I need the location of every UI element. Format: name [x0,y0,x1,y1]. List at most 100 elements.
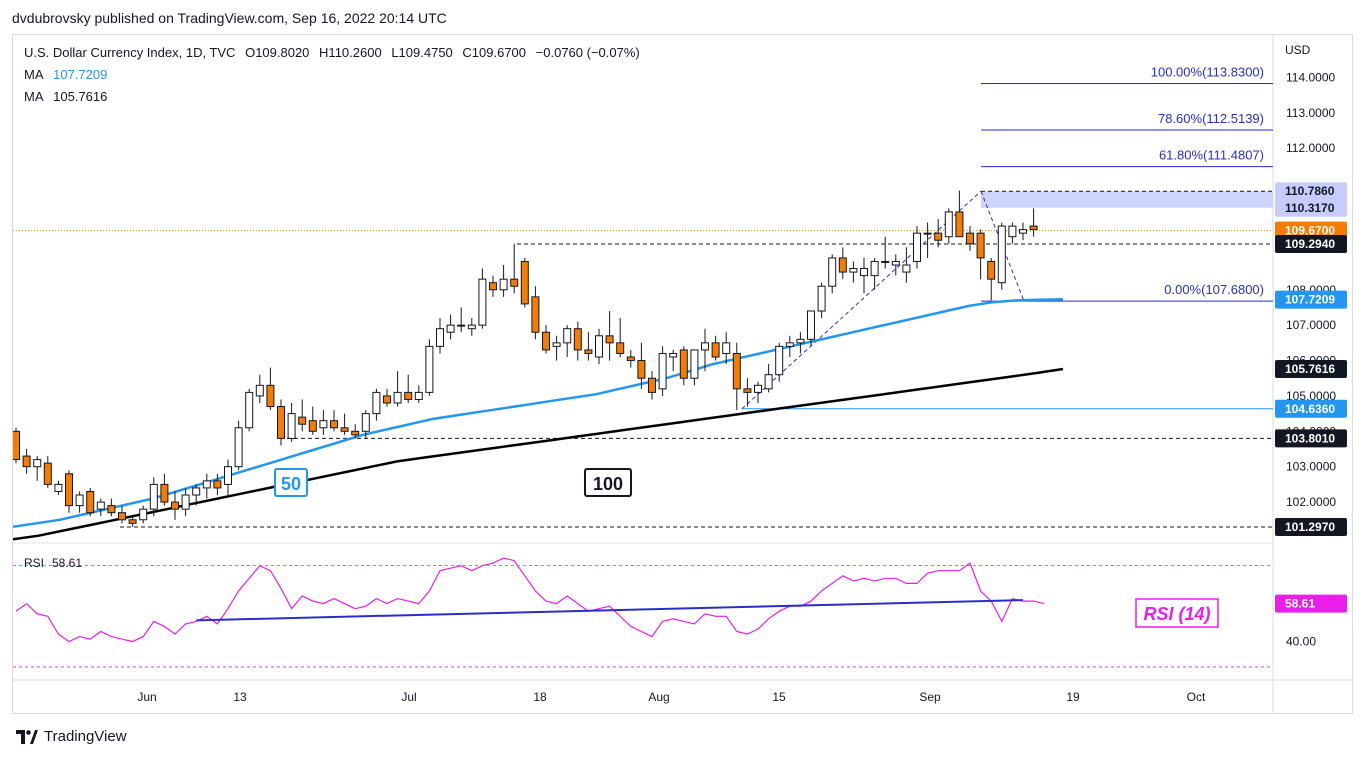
candle-body [807,310,815,340]
candle-body [224,466,232,485]
candle-body [54,483,63,492]
candle-body [234,427,243,468]
candle-body [891,260,900,266]
candle-body [287,413,296,439]
candle-body [96,501,105,510]
candle-body [139,508,148,521]
price-tag-bg [1275,234,1347,253]
ma100-line [13,367,1064,541]
candle-body [1029,225,1038,231]
candle-body [913,232,921,262]
rsi-line [15,557,1045,643]
candle-body [1019,229,1027,234]
candle-body [764,374,773,390]
ma100-legend[interactable]: MA 105.7616 [24,89,113,104]
ma100-legend-value: 105.7616 [53,89,108,104]
candle-body [966,232,974,245]
candle-body [563,328,572,344]
candle-body [754,384,762,393]
price-tag: 110.7860 [1285,184,1335,198]
trend-line-up [741,190,982,410]
ohlc-low: L109.4750 [391,45,453,60]
candle-body [436,328,444,347]
fib-786-label: 78.60%(112.5139) [1158,111,1264,126]
candle-body [595,335,603,358]
price-tag-bg [1275,198,1347,217]
candle-body [75,494,84,507]
symbol-name: U.S. Dollar Currency Index, 1D, TVC [24,45,236,60]
candle-body [425,345,434,393]
candle-body [404,391,413,400]
candle-body [128,519,137,524]
y-tick-label: 113.0000 [1286,106,1335,120]
candle-body [499,278,508,291]
candle-body [743,388,752,393]
ma50-tag-box [274,468,308,497]
candle-body [13,430,20,461]
candle-body [870,260,879,277]
fib-0-label: 0.00%(107.6800) [1164,282,1264,297]
candle-body [22,455,31,468]
candle-body [881,260,890,263]
y-tick-label: 105.0000 [1286,389,1336,403]
candle-body [679,349,688,379]
candle-body [987,260,996,280]
ma50-legend-value: 107.7209 [53,67,108,82]
candle-body [160,483,169,503]
rsi-title-box [1135,598,1219,628]
candle-body [478,278,487,326]
ohlc-change: −0.0760 (−0.07%) [535,45,640,60]
candle-body [277,406,285,439]
x-tick-label: Jun [137,690,156,704]
tradingview-logo[interactable]: TradingView [16,728,127,745]
candle-body [997,225,1006,284]
candle-body [796,338,805,344]
fib-100-label: 100.00%(113.8300) [1151,64,1264,79]
x-tick-label: Aug [648,690,669,704]
candle-body [510,278,519,287]
candle-body [86,490,95,514]
price-tag: 105.7616 [1285,362,1335,376]
candle-body [838,257,847,273]
tradingview-brand: TradingView [44,728,127,745]
ohlc-open: O109.8020 [245,45,310,60]
candle-body [171,501,179,510]
candle-body [976,232,985,259]
rsi-title: RSI (14) [1143,604,1210,624]
price-tag-bg [1275,182,1347,201]
candle-body [701,342,709,351]
candle-body [531,296,540,333]
candle-body [118,512,126,521]
x-tick-label: 19 [1066,690,1080,704]
candle-body [149,483,158,510]
candle-body [202,480,211,489]
x-tick-label: 13 [233,690,247,704]
candle-body [573,328,582,351]
price-tag: 107.7209 [1285,293,1335,307]
candle-body [817,285,826,312]
candle-body [711,342,720,358]
x-tick-label: 18 [533,690,547,704]
ma50-legend[interactable]: MA 107.7209 [24,67,113,82]
candle-body [923,232,932,235]
x-tick-label: Sep [919,690,941,704]
price-tag: 101.2970 [1285,520,1335,534]
candle-body [775,345,784,376]
candle-body [934,232,943,241]
y-tick-label: 102.0000 [1286,495,1336,509]
resistance-zone [981,191,1273,208]
price-tag: 103.8010 [1285,431,1335,445]
candle-body [361,413,370,432]
candle-body [520,260,529,305]
candle-body [542,331,550,351]
candle-body [658,352,667,390]
price-tag-bg [1275,359,1347,378]
price-tag: 109.2940 [1285,237,1335,251]
tradingview-logo-icon [16,729,38,744]
candle-body [446,324,455,333]
rsi-tick-label: 40.00 [1286,635,1316,649]
candle-body [616,342,625,354]
candle-body [213,480,222,489]
candle-body [372,391,381,415]
